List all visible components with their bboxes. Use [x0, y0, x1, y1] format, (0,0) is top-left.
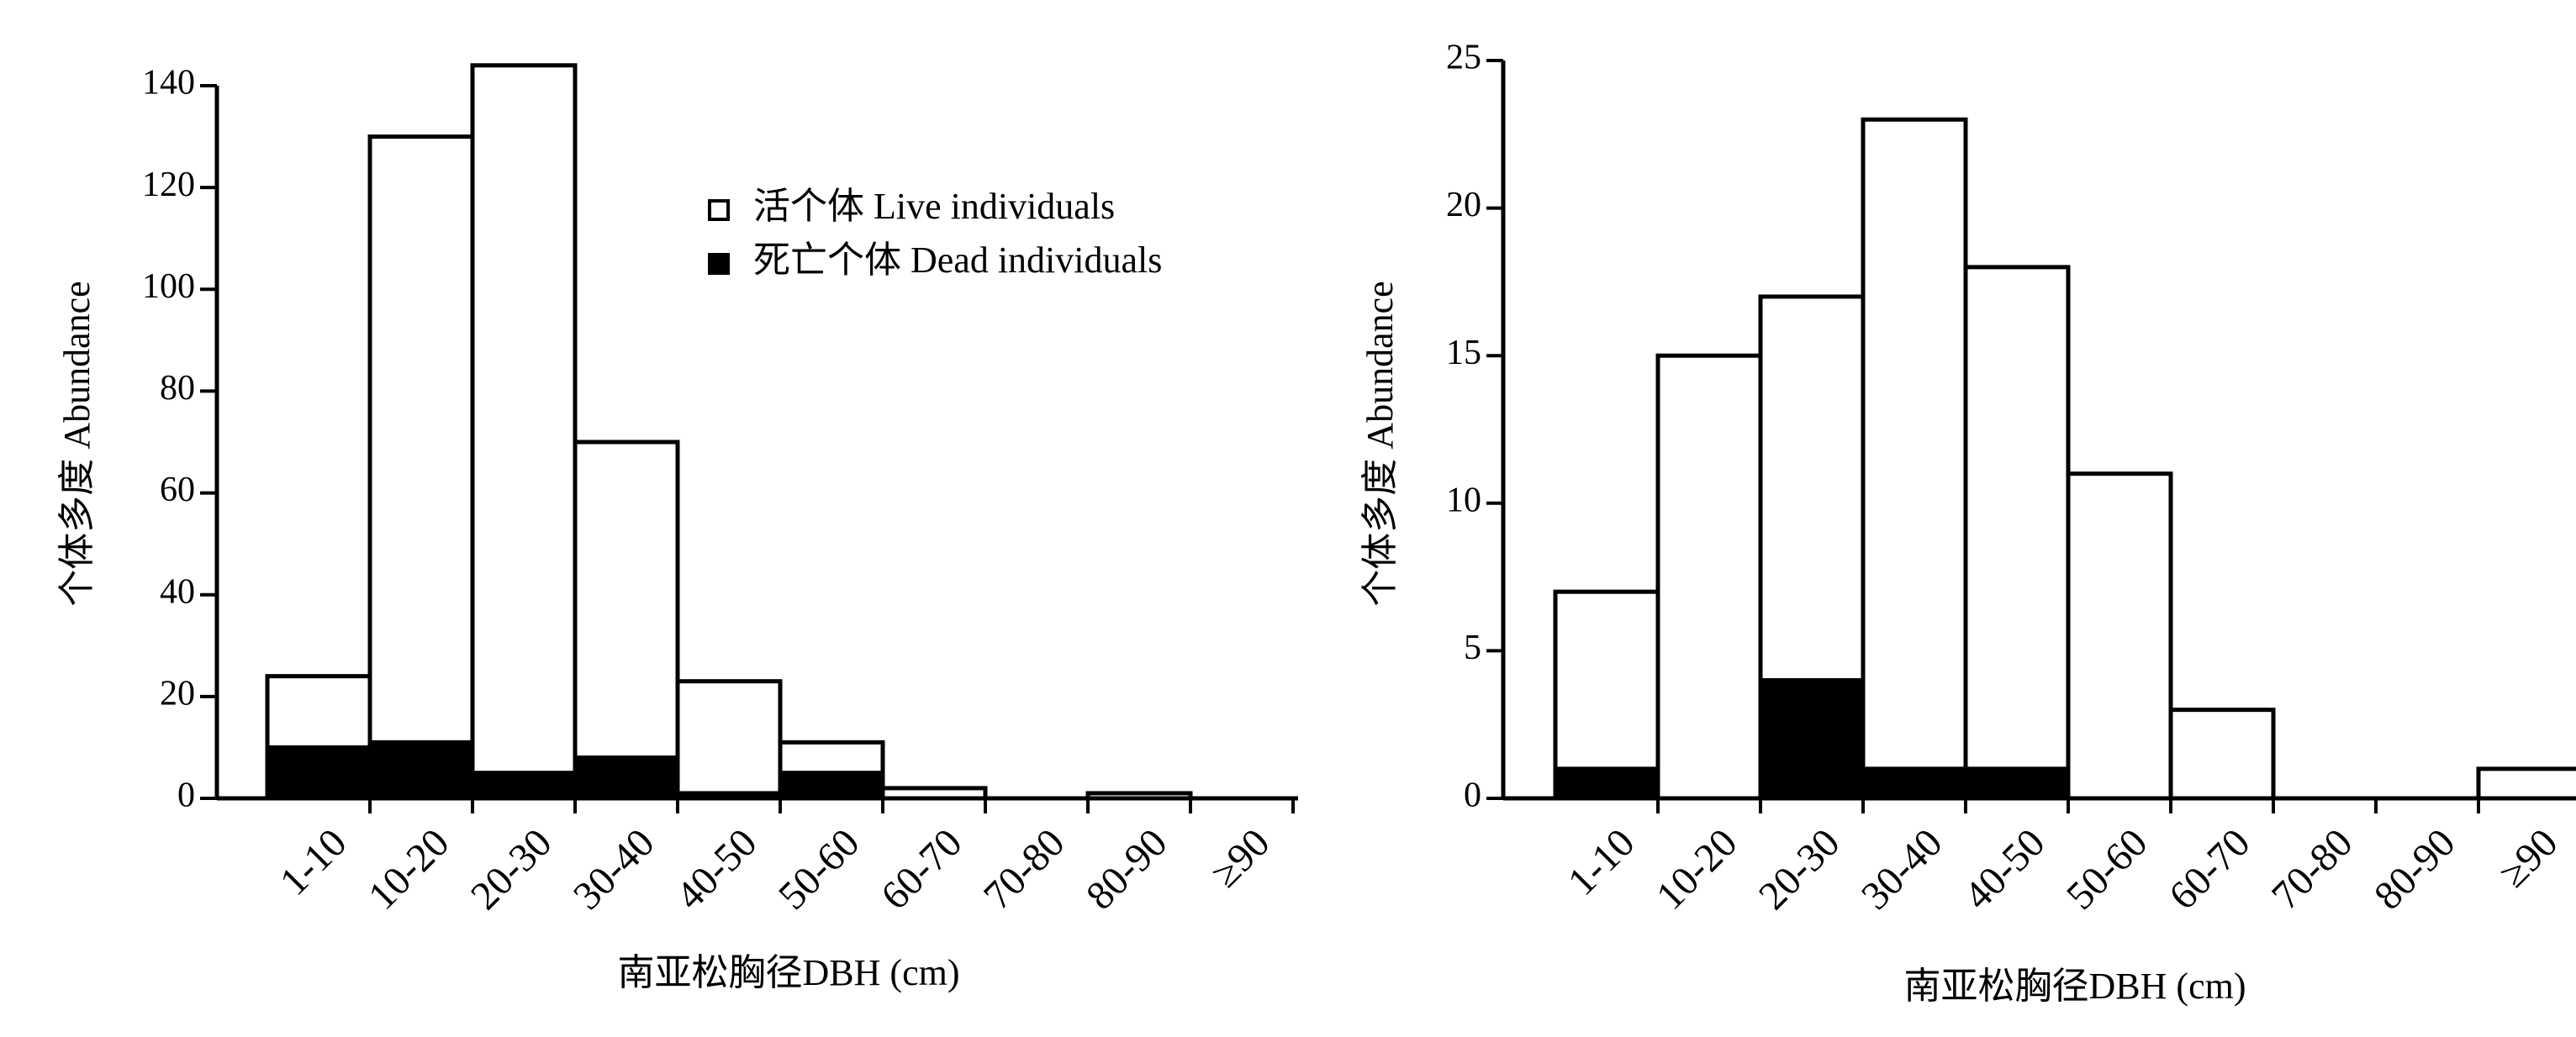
- y-tick-label: 100: [142, 267, 195, 306]
- bar-dead: [265, 745, 372, 801]
- x-tick-label: 60-70: [2161, 820, 2259, 919]
- x-tick-label: ≥90: [1202, 820, 1278, 896]
- bar-total: [2066, 471, 2173, 801]
- y-axis-title: 个体多度 Abundance: [1359, 281, 1401, 606]
- bar-dead: [1963, 766, 2071, 801]
- y-tick-label: 60: [160, 471, 195, 509]
- x-tick-label: 30-40: [1853, 820, 1951, 919]
- x-axis-title: 南亚松胸径DBH (cm): [1904, 966, 2246, 1007]
- y-tick-label: 0: [177, 776, 195, 815]
- bar-total: [2476, 766, 2576, 801]
- x-tick-label: 10-20: [360, 820, 458, 919]
- legend-label-dead: 死亡个体 Dead individuals: [753, 240, 1162, 281]
- x-tick-label: 70-80: [975, 820, 1074, 919]
- x-tick-label: 50-60: [770, 820, 868, 919]
- bar-total: [1861, 117, 1968, 801]
- legend-swatch-dead: [708, 253, 730, 275]
- y-tick-label: 0: [1464, 776, 1481, 815]
- x-tick-label: 70-80: [2263, 820, 2362, 919]
- y-tick-label: 5: [1464, 629, 1481, 667]
- y-tick-label: 25: [1446, 39, 1481, 77]
- x-tick-label: 50-60: [2058, 820, 2156, 919]
- bar-dead: [573, 755, 680, 801]
- bar-dead: [1861, 766, 1968, 801]
- y-tick-label: 20: [160, 674, 195, 713]
- legend-label-live: 活个体 Live individuals: [753, 186, 1115, 227]
- bar-dead: [1553, 766, 1660, 801]
- chart-right: 1-10 10-20 20-30 30-40 40-50 50-60 60-70 70-80 8…: [1359, 39, 2576, 1007]
- x-tick-label: 20-30: [1750, 820, 1849, 919]
- x-tick-label: 20-30: [462, 820, 561, 919]
- x-axis-title: 南亚松胸径DBH (cm): [618, 952, 960, 993]
- bar-total: [573, 440, 680, 801]
- y-tick-label: 20: [1446, 186, 1481, 224]
- y-tick-label: 80: [160, 369, 195, 408]
- y-tick-label: 40: [160, 572, 195, 611]
- x-tick-label: ≥90: [2490, 820, 2566, 896]
- bar-total: [1553, 589, 1660, 801]
- bar-total: [1655, 353, 1763, 801]
- bar-total: [367, 134, 475, 801]
- x-tick-label: 10-20: [1648, 820, 1746, 919]
- x-tick-label: 80-90: [2366, 820, 2464, 919]
- y-axis-title: 个体多度 Abundance: [56, 281, 98, 606]
- y-tick-label: 10: [1446, 481, 1481, 519]
- bar-total: [470, 63, 578, 801]
- bar-dead: [1758, 678, 1866, 801]
- x-tick-label: 40-50: [668, 820, 766, 919]
- y-tick-label: 120: [142, 166, 195, 204]
- x-tick-label: 80-90: [1078, 820, 1176, 919]
- bar-dead: [778, 771, 885, 801]
- bar-dead: [470, 771, 578, 801]
- x-tick-label: 1-10: [272, 820, 356, 904]
- x-tick-label: 40-50: [1956, 820, 2054, 919]
- x-tick-label: 1-10: [1560, 820, 1644, 904]
- legend-swatch-live: [708, 199, 730, 221]
- x-tick-label: 30-40: [565, 820, 663, 919]
- bar-total: [675, 679, 783, 801]
- y-tick-label: 15: [1446, 334, 1481, 372]
- bar-total: [1963, 265, 2071, 801]
- y-tick-label: 140: [142, 64, 195, 103]
- bar-total: [2168, 708, 2276, 801]
- x-tick-label: 60-70: [873, 820, 971, 919]
- chart-left: 1-10 10-20 20-30 30-40 40-50 50-60 60-70 70-80 8…: [56, 63, 1298, 993]
- bar-dead: [367, 740, 475, 801]
